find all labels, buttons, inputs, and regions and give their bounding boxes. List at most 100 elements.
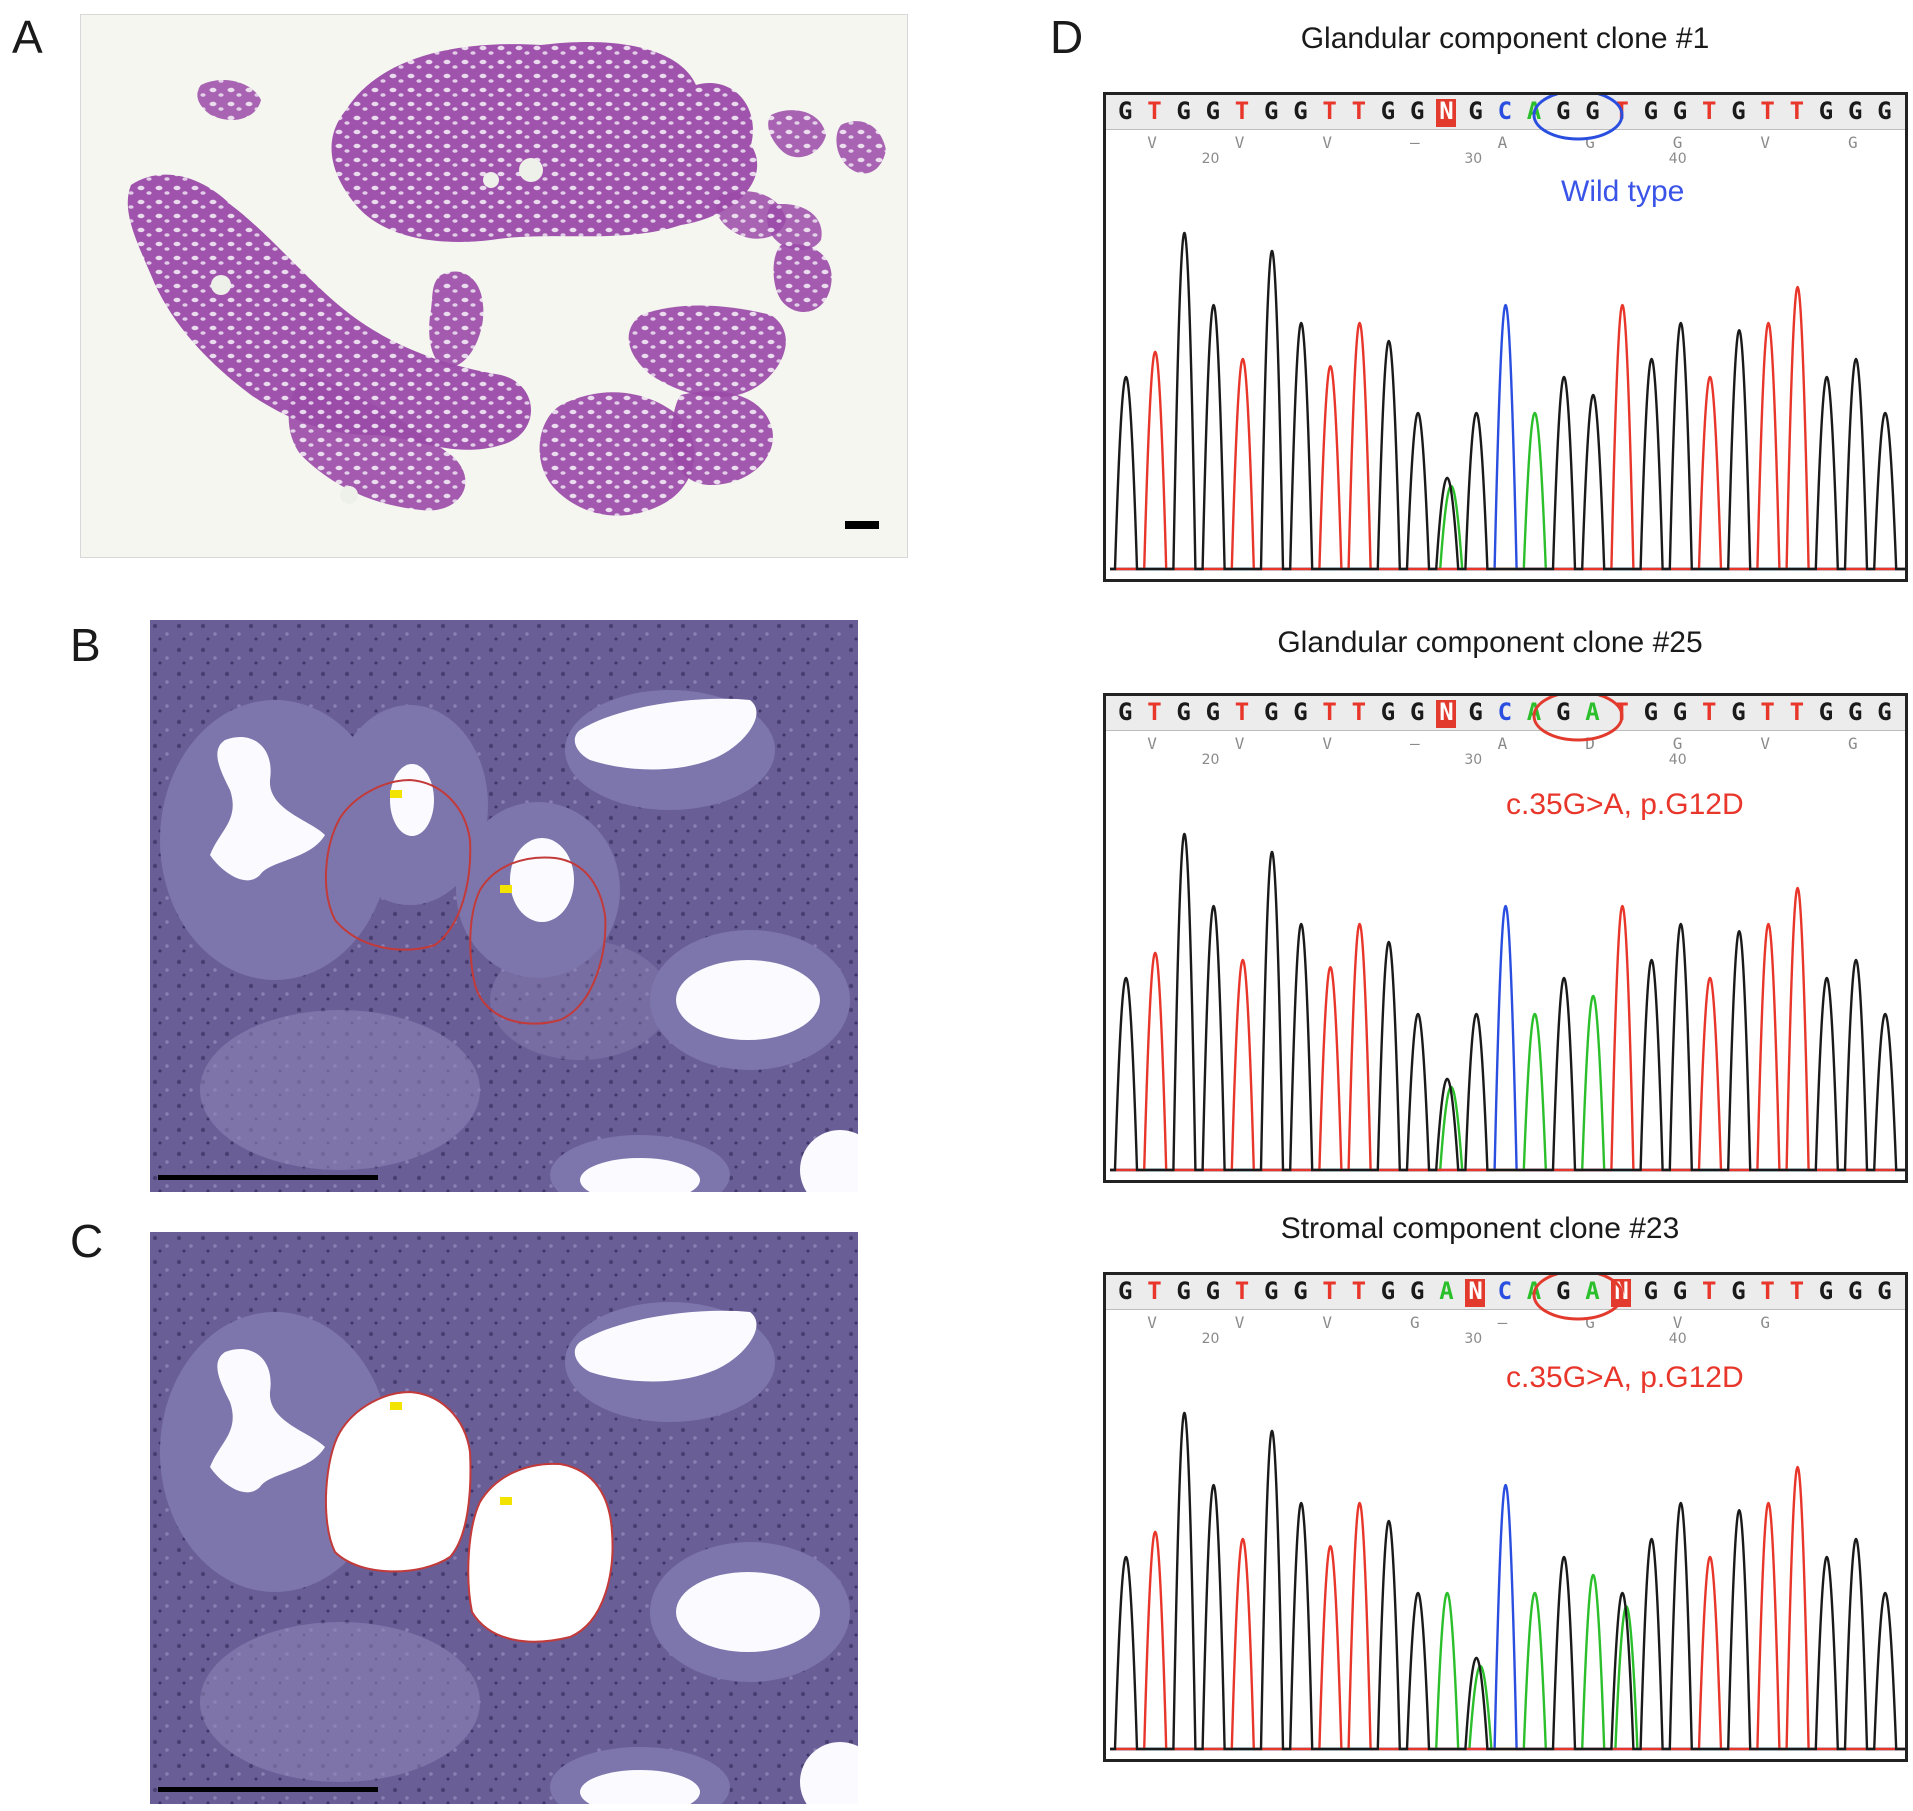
base-call: C (1497, 698, 1513, 726)
panel-label-a: A (12, 11, 43, 63)
ambiguous-base-mark (1436, 700, 1457, 728)
variant-annotation: Wild type (1561, 175, 1685, 208)
position-number: 30 (1464, 752, 1483, 768)
amino-acid: V (1234, 133, 1245, 152)
variant-annotation: c.35G>A, p.G12D (1506, 1361, 1744, 1394)
base-call: G (1380, 97, 1396, 125)
base-call: T (1351, 698, 1367, 726)
base-call: G (1672, 1277, 1688, 1305)
base-call: G (1205, 1277, 1221, 1305)
base-call: A (1439, 1277, 1454, 1305)
he-tissue-illustration (127, 41, 886, 516)
base-call: G (1410, 1277, 1425, 1305)
base-call: G (1731, 1277, 1746, 1305)
base-call: G (1293, 698, 1308, 726)
trace-plot (1110, 696, 1905, 1172)
scale-bar (845, 521, 879, 529)
base-call: T (1760, 1277, 1775, 1305)
amino-acid: G (1585, 133, 1595, 152)
chromatogram-1: G T G G T G G T T G G N G C A G G T G G T G T T G G G V V V – A G G V G 20 30… (1103, 92, 1908, 582)
lcm-marker (500, 1497, 512, 1505)
base-call: G (1380, 698, 1396, 726)
base-call: C (1497, 1277, 1513, 1305)
amino-acid: D (1585, 734, 1595, 753)
amino-acid: – (1410, 734, 1420, 753)
base-call: G (1264, 698, 1279, 726)
lcm-marker (500, 885, 512, 893)
base-call: G (1877, 1277, 1892, 1305)
scale-bar (158, 1787, 378, 1792)
amino-acid: G (1848, 133, 1858, 152)
base-call: G (1380, 1277, 1396, 1305)
panel-c-micrograph-after (150, 1232, 858, 1804)
panel-b-micrograph-before (150, 620, 858, 1192)
trace-A (1110, 1573, 1905, 1751)
chromatogram-title: Glandular component clone #25 (1277, 626, 1703, 659)
base-call: G (1410, 97, 1425, 125)
position-number: 40 (1668, 1331, 1687, 1347)
amino-acid: V (1672, 1313, 1683, 1332)
chromatogram-title: Stromal component clone #23 (1280, 1212, 1680, 1245)
position-number: 20 (1201, 151, 1220, 167)
base-call: G (1293, 97, 1308, 125)
base-call: G (1118, 1277, 1133, 1305)
lcm-marker (390, 1402, 402, 1410)
amino-acid: A (1497, 133, 1508, 152)
base-call: T (1702, 698, 1717, 726)
base-call: G (1731, 698, 1746, 726)
base-call: G (1264, 1277, 1279, 1305)
ambiguous-base-mark (1465, 1279, 1486, 1307)
amino-acid: – (1497, 1313, 1508, 1332)
base-call: T (1789, 97, 1805, 125)
position-number: 30 (1464, 151, 1483, 167)
panel-label-d: D (1050, 11, 1084, 63)
base-call: G (1877, 97, 1892, 125)
base-call: G (1672, 698, 1688, 726)
base-call: G (1176, 698, 1191, 726)
trace-T (1110, 886, 1905, 1172)
chromatogram-2: G T G G T G G T T G G N G C A G A T G G T G T T G G G V V V – A D G V G 20 30… (1103, 693, 1908, 1183)
base-call: T (1234, 1277, 1250, 1305)
base-call: T (1351, 1277, 1367, 1305)
base-call: G (1585, 97, 1600, 125)
trace-C (1110, 303, 1905, 571)
base-call: T (1322, 1277, 1337, 1305)
base-call: G (1556, 1277, 1571, 1305)
variant-annotation: c.35G>A, p.G12D (1506, 788, 1744, 821)
ihc-tissue-illustration (150, 1232, 858, 1804)
amino-acid: G (1760, 1313, 1771, 1332)
base-call: G (1643, 97, 1659, 125)
trace-G (1110, 231, 1905, 571)
base-call: G (1468, 698, 1483, 726)
panel-label-b: B (70, 619, 101, 671)
scale-bar (158, 1175, 378, 1180)
base-call: C (1497, 97, 1513, 125)
amino-acid: G (1848, 734, 1858, 753)
trace-C (1110, 904, 1905, 1172)
base-call: G (1848, 97, 1863, 125)
base-call: G (1556, 97, 1571, 125)
base-call: T (1760, 97, 1775, 125)
base-call: G (1818, 698, 1834, 726)
amino-acid: G (1585, 1313, 1595, 1332)
base-call: T (1789, 1277, 1805, 1305)
amino-acid: V (1760, 133, 1771, 152)
base-call: G (1672, 97, 1688, 125)
amino-acid: V (1234, 734, 1245, 753)
base-call-strip (1106, 696, 1905, 731)
base-call: N (1439, 698, 1454, 726)
base-call: A (1585, 698, 1600, 726)
amino-acid: G (1672, 133, 1683, 152)
base-call: G (1118, 698, 1133, 726)
base-call: T (1234, 698, 1250, 726)
amino-acid: V (1322, 133, 1333, 152)
panel-label-c: C (70, 1215, 104, 1267)
amino-acid: V (1147, 1313, 1157, 1332)
trace-G (1110, 832, 1905, 1172)
position-number: 20 (1201, 752, 1220, 768)
base-call: G (1818, 1277, 1834, 1305)
base-call: G (1205, 97, 1221, 125)
position-number: 40 (1668, 752, 1687, 768)
amino-acid: V (1147, 133, 1157, 152)
trace-T (1110, 285, 1905, 571)
